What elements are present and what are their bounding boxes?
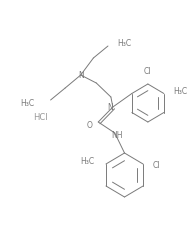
Text: H₃C: H₃C (20, 99, 34, 107)
Text: NH: NH (111, 131, 123, 139)
Text: H₃C: H₃C (174, 87, 188, 96)
Text: N: N (107, 103, 113, 113)
Text: HCl: HCl (34, 113, 48, 123)
Text: Cl: Cl (144, 67, 152, 76)
Text: H₃C: H₃C (80, 157, 94, 167)
Text: H₃C: H₃C (118, 39, 132, 48)
Text: O: O (87, 121, 92, 129)
Text: Cl: Cl (153, 161, 160, 171)
Text: N: N (78, 70, 84, 80)
